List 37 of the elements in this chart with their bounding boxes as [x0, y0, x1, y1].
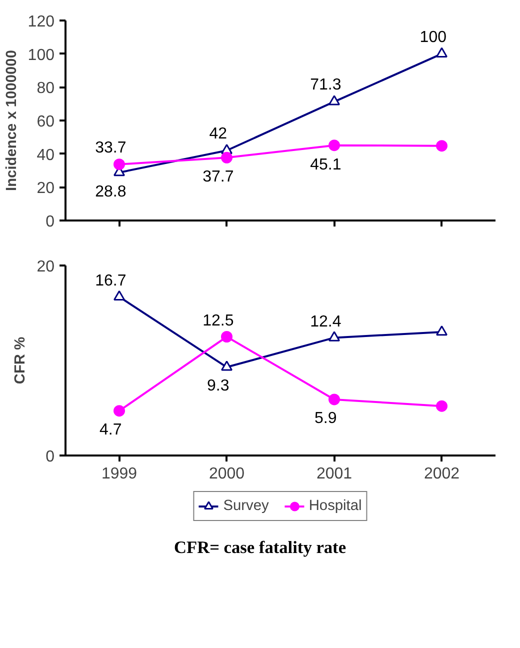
y-tick-label: 20 — [36, 258, 55, 276]
data-label: 12.4 — [310, 313, 342, 330]
point — [328, 95, 340, 106]
y-axis-title: Incidence x 1000000 — [4, 50, 20, 191]
data-label: 16.7 — [95, 272, 126, 290]
legend-label: Hospital — [308, 498, 362, 514]
data-label: 9.3 — [207, 378, 230, 395]
y-tick-label: 40 — [36, 146, 55, 164]
y-tick-label: 120 — [28, 14, 55, 30]
point — [328, 140, 340, 152]
data-label: 28.8 — [95, 184, 126, 200]
point — [436, 47, 448, 58]
y-tick-label: 20 — [36, 180, 55, 198]
data-label: 100 — [420, 28, 447, 46]
y-tick-label: 0 — [46, 448, 55, 466]
data-label: 33.7 — [95, 139, 126, 156]
data-label: 5.9 — [314, 410, 337, 427]
x-tick-label: 2000 — [208, 466, 245, 482]
point — [114, 158, 125, 170]
y-tick-label: 80 — [36, 80, 55, 98]
y-tick-label: 100 — [28, 46, 55, 64]
data-label: 12.5 — [202, 312, 234, 330]
data-label: 42 — [209, 126, 228, 142]
data-label: 4.7 — [100, 421, 122, 438]
text: CFR= case fatality rate — [174, 537, 346, 559]
y-tick-label: 60 — [36, 114, 55, 130]
legend-label: Survey — [223, 498, 269, 514]
point — [221, 152, 232, 164]
point — [436, 140, 448, 152]
y-tick-label: 0 — [46, 214, 55, 230]
data-label: 37.7 — [202, 168, 234, 186]
y-axis-title: CFR % — [12, 336, 29, 384]
x-tick-label: 2001 — [316, 466, 352, 482]
data-label: 71.3 — [310, 76, 342, 94]
x-tick-label: 2002 — [424, 466, 460, 482]
data-label: 45.1 — [310, 156, 342, 174]
x-tick-label: 1999 — [101, 466, 138, 482]
